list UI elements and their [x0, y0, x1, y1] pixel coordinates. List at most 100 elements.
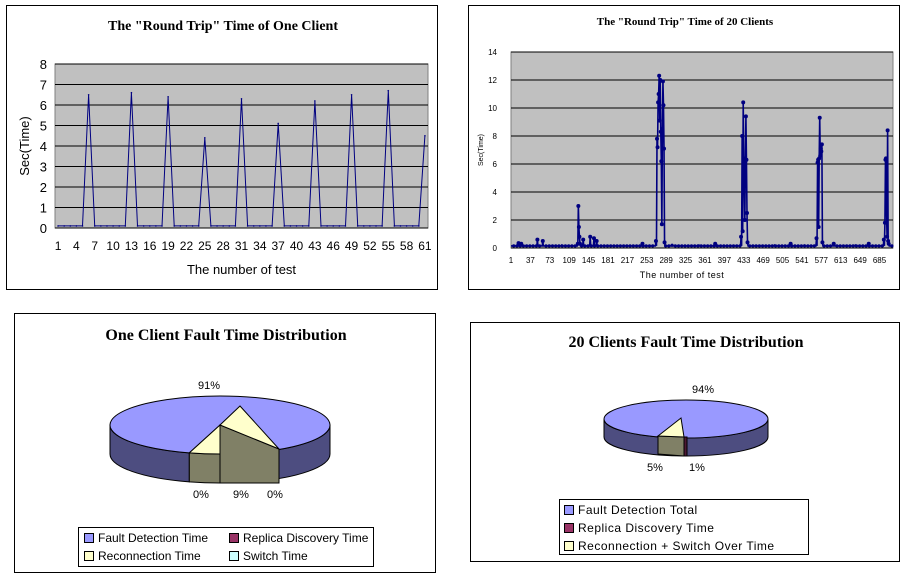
data-point — [777, 244, 781, 248]
data-point — [589, 244, 593, 248]
data-point — [531, 244, 535, 248]
pie-slice-front — [657, 435, 685, 457]
y-tick-label: 4 — [40, 139, 47, 154]
data-point — [790, 244, 794, 248]
legend-item-fault-detection-total: Fault Detection Total — [564, 503, 698, 517]
data-point — [661, 103, 666, 108]
data-point — [870, 244, 875, 248]
data-point — [742, 218, 747, 222]
data-point — [222, 225, 224, 227]
x-tick-label: 13 — [125, 239, 139, 253]
data-point — [142, 225, 145, 227]
data-point — [877, 244, 881, 248]
data-point — [670, 243, 674, 247]
data-point — [528, 244, 532, 248]
data-point — [664, 244, 668, 248]
data-point — [743, 114, 748, 119]
data-point — [885, 234, 890, 239]
data-point — [399, 225, 402, 227]
data-point — [722, 244, 726, 248]
data-label: 91% — [198, 380, 220, 392]
x-tick-label: 37 — [272, 239, 286, 253]
data-point — [350, 93, 353, 96]
x-tick-label: 34 — [253, 239, 267, 253]
x-tick-label: 10 — [106, 239, 120, 253]
x-tick-label: 7 — [91, 239, 98, 253]
x-tick-label: 541 — [795, 256, 809, 265]
data-point — [596, 244, 600, 248]
data-point — [554, 244, 558, 248]
data-point — [362, 225, 365, 227]
data-point — [767, 244, 771, 248]
x-tick-label: 1 — [509, 256, 514, 265]
data-point — [338, 225, 341, 227]
pie-chart-20-clients: 20 Clients Fault Time Distribution 94% 5% 1… — [569, 334, 804, 474]
data-point — [748, 244, 752, 248]
data-point — [307, 225, 310, 227]
legend-swatch — [564, 523, 574, 533]
x-tick-label: 325 — [679, 256, 693, 265]
x-tick-label: 25 — [198, 239, 212, 253]
data-point — [744, 157, 749, 162]
legend-20-clients: Fault Detection Total Replica Discovery … — [559, 499, 809, 555]
data-point — [326, 225, 328, 227]
data-point — [544, 244, 548, 248]
data-point — [653, 239, 658, 243]
data-point — [512, 244, 516, 248]
data-point — [660, 127, 665, 131]
data-point — [87, 93, 90, 96]
legend-label: Reconnection Time — [98, 549, 201, 563]
data-point — [814, 236, 819, 241]
data-point — [882, 220, 887, 225]
data-point — [764, 244, 768, 248]
data-point — [252, 225, 255, 227]
data-point — [845, 244, 849, 248]
line-chart-20-clients: The "Round Trip" Time of 20 Clients02468… — [478, 16, 894, 280]
data-point — [112, 225, 114, 227]
data-point — [709, 244, 713, 248]
data-point — [588, 234, 593, 239]
data-point — [656, 100, 661, 105]
data-point — [550, 244, 555, 248]
legend-label: Replica Discovery Time — [578, 521, 715, 535]
data-point — [657, 73, 662, 78]
data-point — [656, 92, 661, 96]
data-point — [638, 244, 642, 248]
pie-slice-front — [683, 436, 688, 457]
x-tick-label: 40 — [290, 239, 304, 253]
legend-swatch — [564, 541, 574, 551]
data-point — [118, 225, 121, 227]
data-point — [740, 134, 745, 138]
data-point — [728, 244, 732, 248]
legend-label: Fault Detection Time — [98, 531, 209, 545]
data-point — [577, 234, 582, 239]
data-point — [277, 122, 279, 125]
data-point — [822, 244, 826, 248]
data-label: 94% — [692, 384, 714, 396]
y-tick-label: 5 — [40, 119, 47, 134]
data-point — [586, 244, 590, 248]
y-tick-label: 12 — [488, 76, 497, 85]
data-label: 5% — [647, 462, 663, 474]
data-point — [780, 244, 784, 248]
data-point — [874, 244, 878, 248]
data-point — [835, 244, 839, 248]
legend-swatch — [229, 551, 239, 561]
data-point — [240, 98, 243, 100]
x-tick-label: 28 — [216, 239, 230, 253]
legend-swatch — [84, 551, 94, 561]
data-point — [861, 244, 865, 248]
data-point — [265, 225, 267, 227]
data-point — [579, 244, 584, 248]
data-point — [659, 159, 664, 164]
data-point — [124, 225, 127, 227]
data-point — [289, 225, 292, 227]
data-point — [673, 244, 677, 248]
legend-label: Switch Time — [243, 549, 308, 563]
data-point — [525, 244, 529, 248]
data-point — [660, 79, 665, 84]
data-point — [809, 244, 813, 248]
data-point — [757, 244, 761, 248]
chart-title: 20 Clients Fault Time Distribution — [569, 334, 804, 351]
data-point — [424, 134, 426, 137]
